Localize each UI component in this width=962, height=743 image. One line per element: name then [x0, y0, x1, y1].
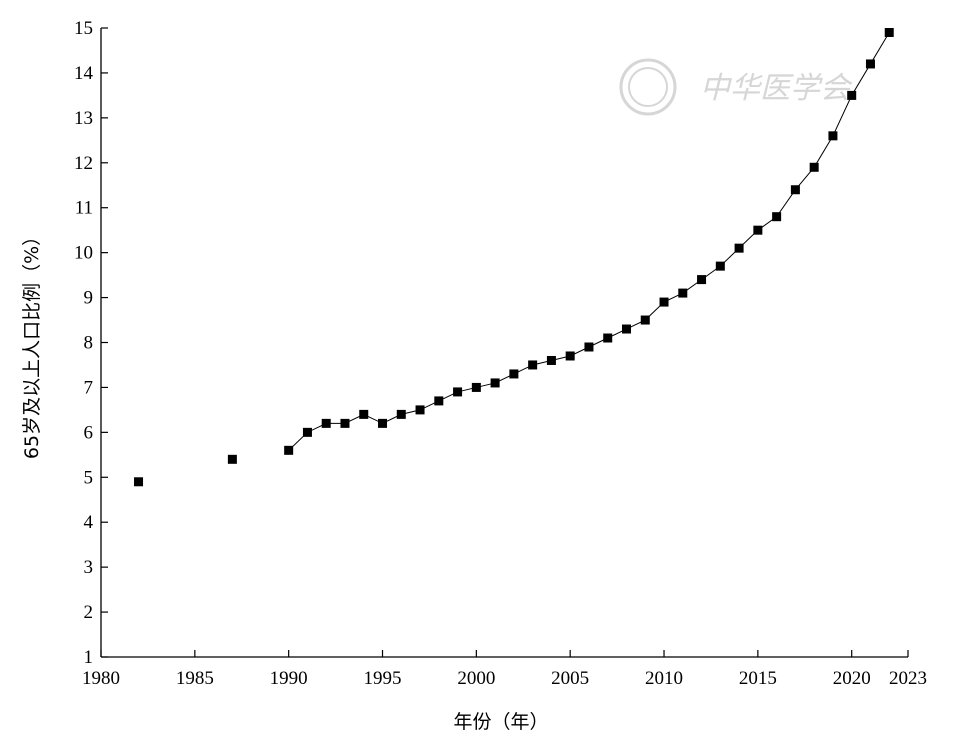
y-tick-label: 8 [84, 333, 94, 354]
y-tick-label: 10 [74, 243, 93, 264]
data-point [284, 445, 294, 455]
data-point [490, 378, 500, 388]
data-point [847, 90, 857, 100]
y-tick-label: 6 [84, 422, 94, 443]
y-tick-label: 1 [84, 647, 94, 668]
data-point [359, 409, 369, 419]
data-point [603, 333, 613, 343]
data-point [302, 427, 312, 437]
data-point [697, 275, 707, 285]
data-point [453, 387, 463, 397]
data-point [509, 369, 519, 379]
data-point [378, 418, 388, 428]
plot-area [134, 27, 894, 487]
y-tick-label: 11 [75, 198, 93, 219]
y-tick-label: 3 [84, 557, 94, 578]
y-tick-label: 2 [84, 602, 94, 623]
data-point [565, 351, 575, 361]
data-point [321, 418, 331, 428]
data-point [790, 185, 800, 195]
x-tick-label: 1985 [176, 668, 214, 689]
data-point [678, 288, 688, 298]
y-tick-label: 4 [84, 512, 94, 533]
data-point [434, 396, 444, 406]
data-point [772, 212, 782, 222]
data-point [396, 409, 406, 419]
data-point [884, 27, 894, 37]
data-point [828, 131, 838, 141]
data-point [134, 477, 144, 487]
x-tick-label: 2023 [889, 668, 927, 689]
data-point [340, 418, 350, 428]
y-tick-label: 14 [74, 63, 94, 84]
data-point [528, 360, 538, 370]
data-point [415, 405, 425, 415]
data-point [621, 324, 631, 334]
x-tick-label: 2020 [833, 668, 871, 689]
y-axis-title: 65岁及以上人口比例（%） [21, 227, 43, 459]
data-point [659, 297, 669, 307]
x-tick-label: 2010 [645, 668, 683, 689]
x-tick-label: 2005 [551, 668, 589, 689]
data-point [865, 59, 875, 69]
x-tick-label: 1995 [364, 668, 402, 689]
data-point [227, 454, 237, 464]
x-tick-label: 1990 [270, 668, 308, 689]
x-tick-label: 2000 [457, 668, 495, 689]
data-point [584, 342, 594, 352]
data-point [734, 243, 744, 253]
y-tick-label: 5 [84, 467, 94, 488]
data-point [471, 382, 481, 392]
data-point [546, 355, 556, 365]
y-tick-label: 12 [74, 153, 93, 174]
watermark-logo: 中华医学会 [619, 58, 853, 116]
y-tick-label: 7 [84, 377, 94, 398]
watermark-text: 中华医学会 [700, 71, 853, 106]
y-tick-label: 15 [74, 18, 93, 39]
x-axis-title: 年份（年） [453, 711, 548, 733]
data-point [809, 162, 819, 172]
y-tick-label: 13 [74, 108, 93, 129]
x-tick-label: 2015 [739, 668, 777, 689]
data-point [640, 315, 650, 325]
y-tick-label: 9 [84, 288, 94, 309]
x-tick-label: 1980 [82, 668, 120, 689]
axes [100, 28, 908, 658]
data-point [715, 261, 725, 271]
data-point [753, 225, 763, 235]
